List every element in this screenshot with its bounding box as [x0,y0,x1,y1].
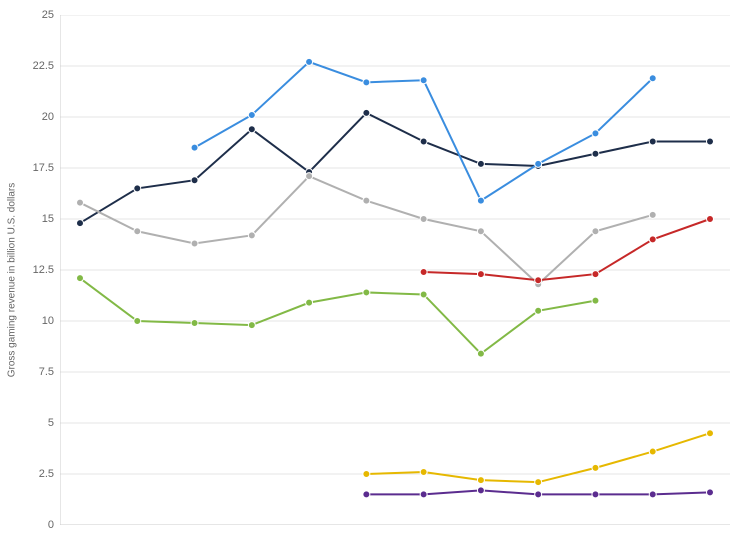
marker-series-green [248,322,255,329]
marker-series-yellow [477,477,484,484]
marker-series-gray [306,173,313,180]
marker-series-blue [649,75,656,82]
y-tick-label: 17.5 [14,162,54,174]
marker-series-purple [592,491,599,498]
y-tick-label: 25 [14,9,54,21]
marker-series-blue [248,111,255,118]
marker-series-navy [420,138,427,145]
y-axis-label: Gross gaming revenue in billion U.S. dol… [7,183,18,378]
marker-series-yellow [649,448,656,455]
marker-series-navy [592,150,599,157]
marker-series-navy [248,126,255,133]
y-tick-label: 5 [14,417,54,429]
marker-series-gray [248,232,255,239]
y-tick-label: 7.5 [14,366,54,378]
y-tick-label: 12.5 [14,264,54,276]
marker-series-yellow [592,464,599,471]
line-chart-svg [60,15,730,525]
marker-series-navy [477,160,484,167]
marker-series-blue [535,160,542,167]
line-series-yellow [366,433,710,482]
marker-series-red [592,271,599,278]
marker-series-gray [134,228,141,235]
marker-series-green [134,318,141,325]
marker-series-green [306,299,313,306]
marker-series-green [535,307,542,314]
marker-series-gray [649,211,656,218]
marker-series-red [420,269,427,276]
marker-series-yellow [420,468,427,475]
marker-series-yellow [535,479,542,486]
y-tick-label: 0 [14,519,54,531]
marker-series-navy [134,185,141,192]
marker-series-yellow [363,471,370,478]
marker-series-yellow [707,430,714,437]
marker-series-blue [363,79,370,86]
marker-series-blue [191,144,198,151]
marker-series-purple [649,491,656,498]
marker-series-green [420,291,427,298]
marker-series-red [649,236,656,243]
marker-series-blue [306,58,313,65]
marker-series-purple [363,491,370,498]
marker-series-navy [649,138,656,145]
marker-series-gray [77,199,84,206]
marker-series-navy [363,109,370,116]
marker-series-gray [477,228,484,235]
marker-series-blue [592,130,599,137]
marker-series-gray [420,216,427,223]
marker-series-blue [420,77,427,84]
marker-series-navy [191,177,198,184]
y-tick-label: 15 [14,213,54,225]
marker-series-gray [592,228,599,235]
marker-series-navy [77,220,84,227]
marker-series-purple [707,489,714,496]
marker-series-red [707,216,714,223]
marker-series-gray [363,197,370,204]
marker-series-green [592,297,599,304]
marker-series-gray [191,240,198,247]
line-series-green [80,278,595,353]
chart-container: Gross gaming revenue in billion U.S. dol… [0,0,754,560]
y-tick-label: 10 [14,315,54,327]
marker-series-green [363,289,370,296]
marker-series-purple [420,491,427,498]
marker-series-blue [477,197,484,204]
line-series-gray [80,176,653,284]
marker-series-navy [707,138,714,145]
marker-series-red [477,271,484,278]
marker-series-green [77,275,84,282]
y-tick-label: 2.5 [14,468,54,480]
y-tick-label: 22.5 [14,60,54,72]
marker-series-green [477,350,484,357]
plot-area [60,15,730,525]
y-tick-label: 20 [14,111,54,123]
marker-series-red [535,277,542,284]
marker-series-green [191,320,198,327]
marker-series-purple [535,491,542,498]
marker-series-purple [477,487,484,494]
